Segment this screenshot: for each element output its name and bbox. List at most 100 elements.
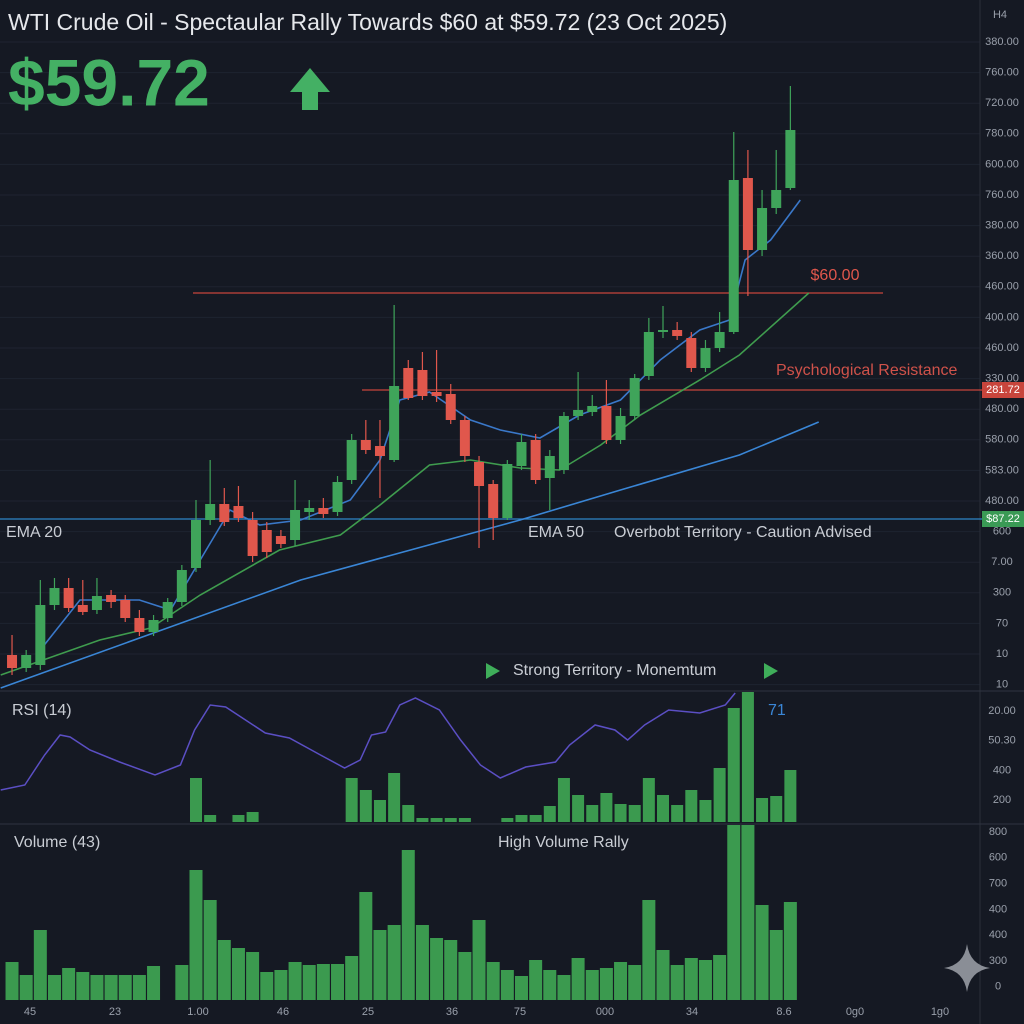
candle-body xyxy=(728,180,739,332)
candle-body xyxy=(233,506,244,518)
marker xyxy=(764,663,778,679)
x-tick-label: 1g0 xyxy=(931,1006,949,1018)
y-tick-label: 460.00 xyxy=(985,342,1019,354)
rsi-bar xyxy=(628,805,641,822)
volume-bar xyxy=(571,958,585,1000)
rsi-bar xyxy=(713,768,726,822)
y-tick-label: 400 xyxy=(993,764,1011,776)
candle-body xyxy=(558,416,569,470)
x-tick-label: 45 xyxy=(24,1006,36,1018)
volume-bar xyxy=(302,965,316,1000)
x-tick-label: 000 xyxy=(596,1006,614,1018)
rsi-bar xyxy=(600,793,613,822)
timeframe: H4 xyxy=(993,9,1007,21)
volume-bar xyxy=(387,925,401,1000)
candle-body xyxy=(544,456,555,478)
volume-bar xyxy=(132,975,146,1000)
x-tick-label: 8.6 xyxy=(776,1006,791,1018)
volume-bar xyxy=(401,850,415,1000)
pane-label: Volume (43) xyxy=(14,834,100,851)
candle-body xyxy=(615,416,626,440)
y-tick-label: 480.00 xyxy=(985,403,1019,415)
volume-bar xyxy=(175,965,189,1000)
candle-body xyxy=(77,605,88,612)
annotation: Psychological Resistance xyxy=(776,362,958,379)
rsi-bar xyxy=(614,804,627,822)
volume-bar xyxy=(274,970,288,1000)
volume-bar xyxy=(698,960,712,1000)
y-tick-label: 10 xyxy=(996,648,1008,660)
rsi-bar xyxy=(784,770,797,822)
annotation: Overbobt Territory - Caution Advised xyxy=(614,524,872,541)
candle-body xyxy=(488,484,499,518)
rsi-bar xyxy=(756,798,769,822)
rsi-bar xyxy=(359,790,372,822)
candle-body xyxy=(686,338,697,368)
y-tick-label: 760.00 xyxy=(985,189,1019,201)
candle-body xyxy=(700,348,711,368)
ema-line xyxy=(39,199,801,651)
level-label: $87.22 xyxy=(986,513,1020,525)
y-tick-label: 10 xyxy=(996,679,1008,691)
level-tag xyxy=(982,511,1024,527)
up-arrow xyxy=(290,68,330,110)
y-tick-label: 380.00 xyxy=(985,220,1019,232)
volume-bar xyxy=(316,964,330,1000)
volume-bar xyxy=(670,965,684,1000)
rsi-bar xyxy=(388,773,401,822)
volume-bar xyxy=(557,975,571,1000)
rsi-value: 71 xyxy=(768,702,786,719)
candle-body xyxy=(587,406,598,412)
rsi-bar xyxy=(430,818,443,822)
volume-bar xyxy=(486,962,500,1000)
candle-body xyxy=(658,330,669,332)
x-tick-label: 1.00 xyxy=(187,1006,208,1018)
level-tag xyxy=(982,382,1024,398)
volume-bar xyxy=(458,952,472,1000)
volume-bar xyxy=(359,892,373,1000)
candle-body xyxy=(7,655,18,668)
y-tick-label: 600 xyxy=(993,526,1011,538)
candle-body xyxy=(191,520,201,568)
rsi-bar xyxy=(204,815,217,822)
volume-bar xyxy=(62,968,76,1000)
y-tick-label: 460.00 xyxy=(985,281,1019,293)
candle-body xyxy=(134,618,145,632)
rsi-bar xyxy=(416,818,429,822)
candle-body xyxy=(219,504,230,522)
volume-bar xyxy=(104,975,118,1000)
rsi-bar xyxy=(727,708,740,822)
candle-body xyxy=(742,178,753,250)
candle-body xyxy=(162,602,173,618)
candle-body xyxy=(757,208,768,250)
volume-bar xyxy=(543,970,557,1000)
candle-body xyxy=(445,394,456,420)
x-tick-label: 46 xyxy=(277,1006,289,1018)
candle-body xyxy=(502,464,513,518)
annotation: EMA 50 xyxy=(528,524,584,541)
volume-bar xyxy=(217,940,231,1000)
volume-bar xyxy=(189,870,203,1000)
price: $59.72 xyxy=(8,45,210,119)
rsi-bar xyxy=(529,815,542,822)
rsi-bar xyxy=(190,778,202,822)
ema-line xyxy=(0,421,820,689)
rsi-bar xyxy=(402,805,415,822)
chart-title: WTI Crude Oil - Spectaular Rally Towards… xyxy=(8,9,727,35)
grid xyxy=(0,41,980,686)
candle-body xyxy=(403,368,414,398)
candle-body xyxy=(247,520,258,556)
rsi-bar xyxy=(770,796,783,822)
sparkle-icon xyxy=(944,944,990,992)
rsi-bar xyxy=(444,818,457,822)
candle-body xyxy=(91,596,102,610)
y-tick-label: 800 xyxy=(989,826,1007,838)
rsi-bar xyxy=(699,800,712,822)
volume-bar xyxy=(47,975,61,1000)
candle-body xyxy=(601,406,612,440)
rsi-bar xyxy=(572,795,585,822)
volume-bar xyxy=(741,825,755,1000)
candle-body xyxy=(573,410,584,416)
volume-bar xyxy=(769,930,783,1000)
y-tick-label: 200 xyxy=(993,794,1011,806)
